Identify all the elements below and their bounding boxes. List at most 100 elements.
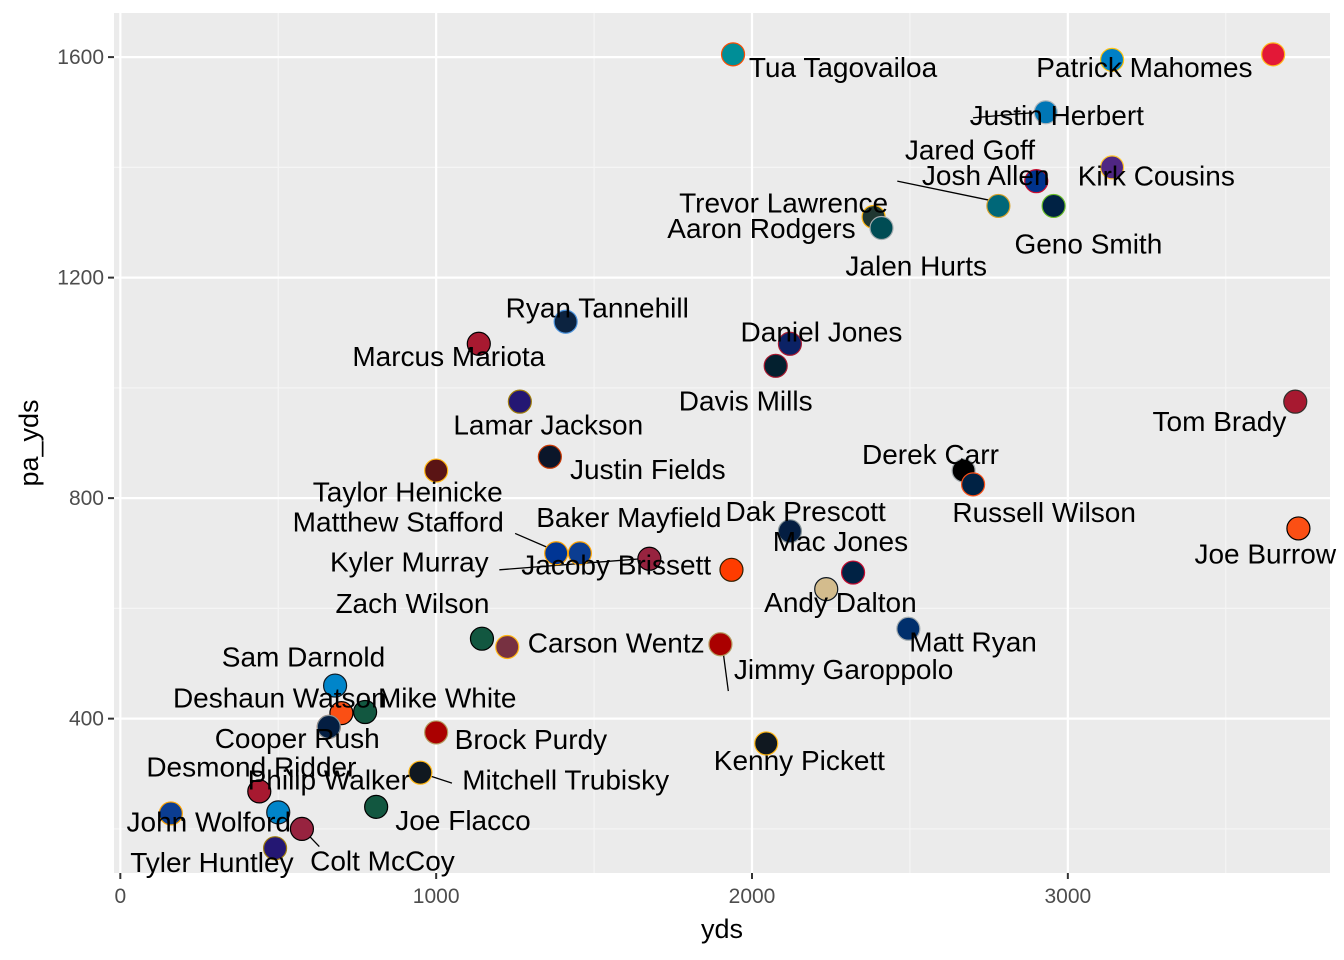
point-label: Jalen Hurts [845,250,987,281]
data-point [544,541,569,566]
label-connector [514,532,549,549]
data-point [708,632,733,657]
point-label: Mitchell Trubisky [462,764,669,795]
data-point [840,560,866,585]
data-point [986,193,1011,219]
data-point [777,519,803,544]
point-labels: Tua Tagovailoa Patrick Mahomes Justin Herb… [127,52,1337,878]
x-tick-label: 0 [114,885,126,908]
point-label: Joe Flacco [395,805,530,836]
data-point [1041,193,1066,219]
data-point [247,779,272,804]
point-label: Patrick Mahomes [1036,52,1252,83]
data-point [1099,155,1125,180]
data-point [553,309,578,334]
data-point [316,714,341,740]
point-label: Justin Herbert [970,100,1145,131]
label-connector [722,655,729,692]
data-point [777,331,803,356]
point-label: Aaron Rodgers [667,213,855,244]
point-label: Ryan Tannehill [506,292,689,323]
point-label: Kirk Cousins [1078,161,1235,192]
data-point [352,699,378,725]
y-tick-label: 1600 [57,46,104,69]
data-point [424,720,449,745]
data-point [364,794,389,819]
point-label: Baker Mayfield [536,502,721,533]
data-point [507,389,532,414]
point-label: Dak Prescott [726,496,886,527]
data-point [719,557,744,582]
point-label: Jimmy Garoppolo [734,654,953,685]
data-point [537,444,562,469]
data-point [469,626,495,651]
point-label: Mike White [378,683,516,714]
point-label: Kyler Murray [330,547,489,578]
point-label: Trevor Lawrence [679,188,888,219]
y-tick-label: 1200 [57,267,104,290]
data-point [1033,100,1058,125]
data-point [1099,47,1125,72]
y-axis-title: pa_yds [14,399,44,486]
point-label: Marcus Mariota [352,341,545,372]
point-label: Tyler Huntley [130,847,293,878]
data-point [1286,516,1311,541]
data-point [814,576,839,602]
point-label: Matthew Stafford [293,506,504,537]
point-label: Philip Walker [248,764,410,795]
data-point [869,215,894,241]
point-label: Jared Goff [905,135,1035,166]
point-label: Tua Tagovailoa [749,52,938,83]
x-tick-label: 2000 [729,885,776,908]
data-point [158,801,183,826]
data-point [637,546,662,571]
data-point [1024,169,1049,194]
data-point [754,731,779,756]
point-label: Cooper Rush [215,723,380,754]
point-label: Taylor Heinicke [313,477,503,508]
data-point [289,816,315,841]
point-label: Joe Burrow [1194,538,1336,569]
point-label: Desmond Ridder [146,752,356,783]
data-point [408,760,433,785]
point-label: Brock Purdy [455,724,608,755]
point-label: Colt McCoy [310,845,455,876]
y-tick-label: 400 [69,708,104,731]
point-label: Justin Fields [570,454,726,485]
point-label: Tom Brady [1153,406,1287,437]
data-point [567,541,592,566]
axes: 0 1000 2000 3000 400 800 1200 1600 [57,46,1091,908]
data-point [262,836,288,861]
data-point [896,616,921,641]
label-connector [897,180,991,202]
point-label: Daniel Jones [741,317,903,348]
point-label: Davis Mills [679,386,813,417]
y-tick-label: 800 [69,487,104,510]
x-axis-title: yds [701,914,743,944]
data-point [960,472,986,497]
data-point [720,42,746,67]
point-label: Matt Ryan [909,626,1037,657]
data-point [266,800,291,825]
point-label: Kenny Pickett [714,745,885,776]
point-label: Zach Wilson [335,588,489,619]
data-point [763,353,788,378]
data-point [1283,389,1308,414]
label-connector [499,558,642,571]
point-label: Lamar Jackson [453,409,643,440]
point-label: Sam Darnold [222,641,385,672]
point-label: Andy Dalton [764,587,917,618]
point-label: Carson Wentz [528,628,705,659]
data-point [495,634,520,660]
data-point [424,458,449,483]
minor-gridlines [114,13,1330,873]
point-label: Russell Wilson [952,497,1136,528]
label-connector [428,774,453,784]
label-connector [973,111,1038,119]
point-label: Mac Jones [773,526,908,557]
plot-panel [114,13,1330,873]
data-point [466,331,491,356]
point-label: Geno Smith [1014,228,1162,259]
point-label: Josh Allen [922,160,1050,191]
